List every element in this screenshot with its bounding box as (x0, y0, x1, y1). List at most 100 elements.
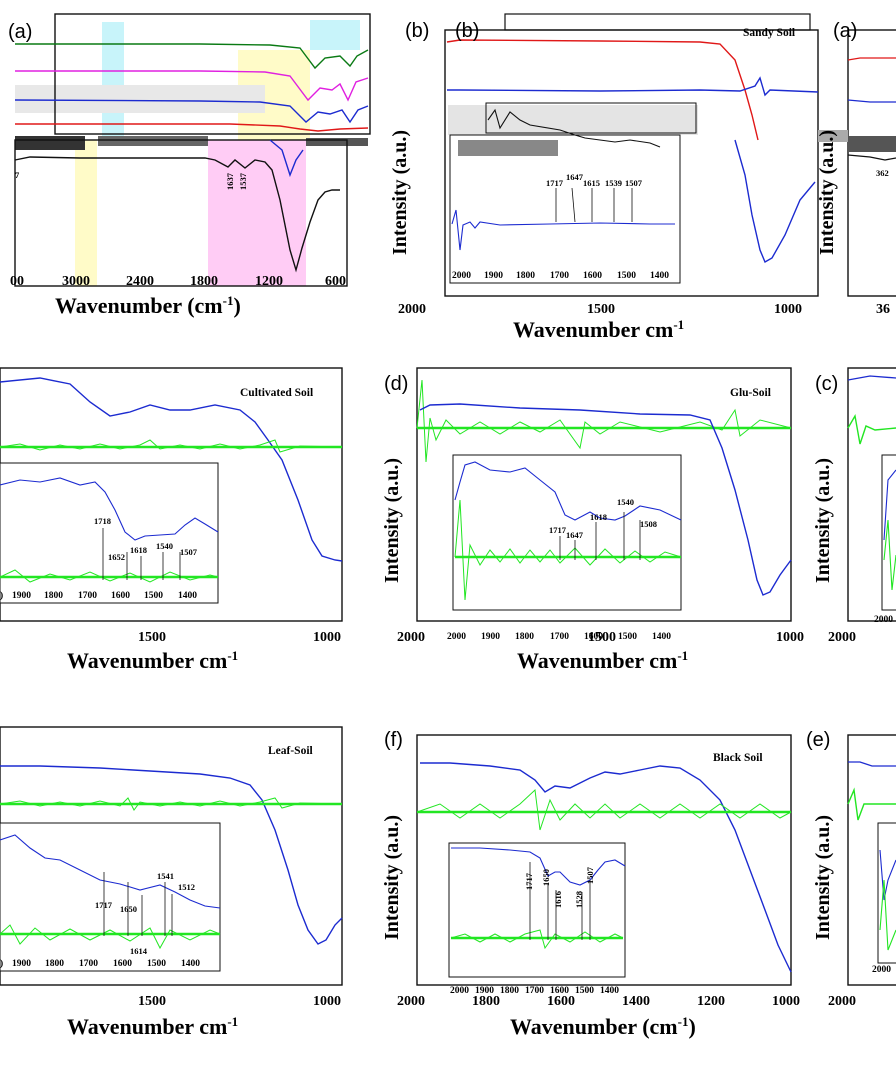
inset-annotation: 1717 (524, 872, 534, 890)
inset-x-tick: ) (0, 590, 3, 601)
inset-difference-green (454, 499, 682, 601)
inset-x-tick: 2000 (450, 986, 469, 996)
panel-a-annotation-7: 7 (15, 170, 20, 180)
panel-a-annotation-1637: 1637 (225, 172, 235, 190)
panel-a-annotation-1537: 1537 (238, 172, 248, 190)
inset-difference-green (883, 519, 896, 591)
inset-x-tick: 1500 (617, 271, 636, 281)
panel-b-ylabel: Intensity (a.u.) (389, 130, 411, 255)
inset-x-tick: 1400 (178, 591, 197, 601)
difference-green (0, 797, 343, 811)
inset-x-tick: 1700 (78, 591, 97, 601)
inset-spectrum-blue (883, 469, 896, 541)
x-tick: 2400 (126, 274, 154, 289)
panel-f-ylabel: Intensity (a.u.) (381, 815, 403, 940)
x-tick: 1000 (772, 994, 800, 1009)
inset-x-tick: 2000 (447, 632, 466, 642)
inset-x-tick: 1800 (45, 959, 64, 969)
inset-annotation: 1618 (590, 512, 607, 522)
x-tick: 1800 (190, 274, 218, 289)
inset-spectrum-blue (454, 461, 682, 521)
panel-a-left: (a) 7 1637 1537 00 3000 2400 1800 1200 6… (8, 13, 371, 318)
panel-a-right-annotation: 362 (876, 168, 889, 178)
inset-annotation: 1540 (156, 541, 173, 551)
x-tick: 1500 (138, 994, 166, 1009)
inset-x-tick: 1600 (111, 591, 130, 601)
inset-annotation: 1650 (541, 869, 551, 886)
spectrum-blue (0, 765, 343, 945)
x-tick: 1000 (313, 994, 341, 1009)
panel-f-letter: (f) (384, 729, 403, 751)
spectrum-black (847, 154, 896, 161)
inset-annotation: 1717 (546, 178, 564, 188)
difference-green (847, 414, 896, 445)
inset-annotation: 1717 (549, 525, 567, 535)
inset-spectrum-black (487, 108, 661, 148)
panel-d: 1717 1647 1618 1540 1508 2000 1900 1800 … (381, 367, 804, 673)
spectrum-black (14, 156, 340, 273)
x-tick: 2000 (397, 630, 425, 645)
inset-x-tick: 1800 (44, 591, 63, 601)
spectrum-blue (847, 375, 896, 381)
inset-annotation: 1507 (180, 547, 198, 557)
panel-c-left-xlabel: Wavenumber cm-1 (67, 648, 238, 673)
x-tick: 1000 (776, 630, 804, 645)
spectrum-blue (847, 99, 896, 103)
panel-f-title: Black Soil (713, 752, 763, 764)
inset-x-tick: 1900 (12, 959, 31, 969)
inset-difference-green (879, 879, 896, 951)
spectrum-blue (14, 99, 369, 124)
difference-green (416, 788, 792, 831)
x-tick: 2000 (397, 994, 425, 1009)
x-tick: 1500 (588, 630, 616, 645)
inset-annotation: 1650 (120, 904, 137, 914)
inset-x-tick: 2000 (452, 271, 471, 281)
inset-x-tick: 1700 (525, 986, 544, 996)
panel-c-right-ylabel: Intensity (a.u.) (812, 458, 834, 583)
panel-b-xlabel: Wavenumber cm-1 (513, 317, 684, 342)
panel-e-left: 1717 1650 1614 1541 1512 ) 1900 1800 170… (0, 726, 343, 1039)
inset-annotation: 1507 (585, 866, 595, 884)
inset-annotation: 1616 (553, 891, 563, 908)
inset-x-tick: 1500 (575, 986, 594, 996)
inset-spectrum-blue (451, 847, 626, 886)
x-tick: 00 (10, 274, 24, 289)
inset-annotation: 1615 (583, 178, 600, 188)
spectrum-magenta (15, 70, 369, 102)
x-tick: 1200 (255, 274, 283, 289)
panel-c-right-letter: (c) (815, 373, 838, 395)
inset-x-tick: 1800 (500, 986, 519, 996)
inset-annotation: 1507 (625, 178, 643, 188)
inset-x-tick: 1900 (484, 271, 503, 281)
panel-d-ylabel: Intensity (a.u.) (381, 458, 403, 583)
inset-x-tick: 1800 (516, 271, 535, 281)
inset-x-tick: 1900 (12, 591, 31, 601)
panel-e-right-ylabel: Intensity (a.u.) (812, 815, 834, 940)
panel-b-inset-xticks: 2000 1900 1800 1700 1600 1500 1400 (452, 271, 669, 281)
inset-xticks: ) 1900 1800 1700 1600 1500 1400 (0, 958, 200, 969)
inset-difference-green (0, 924, 221, 950)
inset-arrows (102, 528, 181, 580)
panel-a-left-letter: (a) (8, 21, 32, 43)
inset-difference-green (450, 929, 624, 950)
inset-spectrum-blue (0, 477, 219, 541)
x-tick: 1600 (547, 994, 575, 1009)
x-tick: 1000 (313, 630, 341, 645)
x-tick: 1500 (587, 302, 615, 317)
panel-a-right: (a) Intensity (a.u.) 362 36 (816, 20, 896, 317)
inset-annotation: 1539 (605, 178, 622, 188)
spectrum-blue (0, 377, 343, 562)
inset-spectrum-blue (0, 834, 221, 909)
inset-arrows (529, 862, 591, 940)
inset-x-tick: 1500 (147, 959, 166, 969)
inset-x-tick: 1700 (550, 271, 569, 281)
inset-annotation: 1512 (178, 882, 195, 892)
panel-b-letter-1: (b) (405, 20, 429, 42)
inset-x-tick: 1500 (618, 632, 637, 642)
difference-green (0, 439, 343, 453)
difference-green (416, 379, 792, 463)
x-tick: 2000 (398, 302, 426, 317)
inset-difference-green (0, 569, 219, 583)
panel-a-xlabel: Wavenumber (cm-1) (55, 293, 241, 318)
